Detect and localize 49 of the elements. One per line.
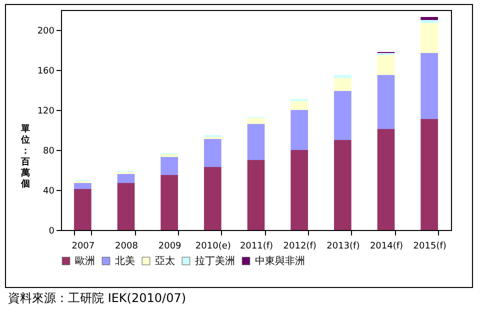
bar: [247, 124, 265, 160]
bar: [334, 140, 352, 230]
bar: [290, 110, 308, 150]
legend-label: 中東與非洲: [255, 255, 305, 267]
x-tick-label: 2012(f): [283, 242, 316, 252]
bar: [160, 154, 178, 157]
bar: [420, 23, 438, 53]
bar: [160, 175, 178, 230]
bar: [377, 129, 395, 230]
y-axis-title: 單位：百萬個: [20, 124, 30, 190]
bar: [420, 20, 438, 23]
bar: [247, 118, 265, 124]
bar: [420, 119, 438, 230]
legend-label: 亞太: [155, 255, 175, 267]
y-tick-label: 40: [43, 186, 55, 196]
bar: [247, 160, 265, 230]
x-tick-label: 2015(f): [413, 242, 446, 252]
y-tick-label: 200: [37, 26, 55, 36]
bar: [334, 75, 352, 78]
bar: [74, 189, 92, 230]
bar: [420, 17, 438, 20]
bar: [204, 139, 222, 167]
bar: [377, 55, 395, 75]
bar: [420, 53, 438, 119]
bar: [204, 167, 222, 230]
x-tick-label: 2009: [158, 242, 182, 252]
x-tick-label: 2013(f): [326, 242, 360, 252]
legend-label: 歐洲: [75, 255, 95, 267]
bar: [290, 101, 308, 110]
x-tick-label: 2007: [72, 242, 95, 252]
legend-label: 拉丁美洲: [195, 255, 235, 267]
source-note: 資料來源：工研院 IEK(2010/07): [8, 290, 186, 307]
bar: [117, 174, 135, 183]
bar: [377, 75, 395, 129]
bar: [334, 91, 352, 140]
y-tick-label: 160: [37, 66, 55, 76]
bar: [160, 157, 178, 175]
bar: [117, 183, 135, 230]
bar: [290, 150, 308, 230]
y-tick-label: 0: [48, 226, 55, 236]
x-tick-label: 2008: [115, 242, 138, 252]
bar: [334, 78, 352, 91]
x-tick-label: 2010(e): [195, 242, 231, 252]
y-tick-label: 120: [37, 106, 55, 116]
x-tick-label: 2011(f): [240, 242, 274, 252]
legend-label: 北美: [115, 255, 135, 267]
y-tick-label: 80: [43, 146, 55, 156]
bar: [74, 183, 92, 189]
x-tick-label: 2014(f): [370, 242, 404, 252]
